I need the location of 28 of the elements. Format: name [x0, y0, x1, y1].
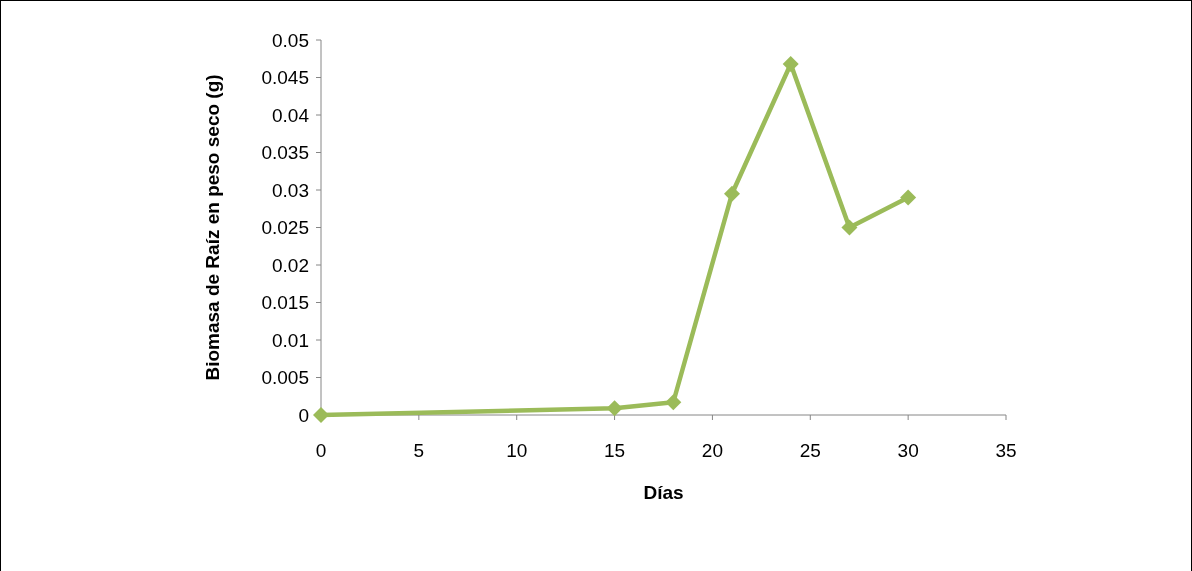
- x-tick-label: 10: [506, 440, 528, 461]
- y-tick-label: 0.045: [261, 67, 309, 89]
- y-axis-title: Biomasa de Raíz en peso seco (g): [202, 74, 223, 381]
- x-tick-label: 5: [413, 440, 425, 461]
- point: [782, 56, 799, 72]
- x-tick-label: 35: [995, 440, 1017, 461]
- y-tick-label: 0.015: [261, 292, 309, 314]
- x-tick-label: 15: [604, 440, 626, 461]
- y-tick-label: 0: [298, 404, 309, 426]
- y-tick-label: 0.03: [272, 179, 309, 201]
- y-tick-label: 0.005: [261, 367, 309, 389]
- x-tick-label: 0: [315, 440, 327, 461]
- y-tick-label: 0.04: [272, 104, 310, 126]
- x-tick-label: 20: [701, 440, 723, 461]
- y-tick-label: 0.025: [261, 217, 309, 239]
- point: [313, 407, 329, 423]
- point: [606, 400, 623, 417]
- y-tick-label: 0.035: [261, 142, 309, 164]
- point: [665, 394, 682, 411]
- y-tick-label: 0.01: [272, 329, 309, 351]
- point: [724, 185, 740, 202]
- x-axis-title: Días: [643, 482, 684, 503]
- point: [841, 219, 858, 236]
- y-tick-label: 0.05: [272, 29, 309, 51]
- x-tick-label: 25: [799, 440, 821, 461]
- x-tick-label: 30: [897, 440, 919, 461]
- point: [900, 189, 917, 206]
- y-tick-label: 0.02: [272, 254, 309, 276]
